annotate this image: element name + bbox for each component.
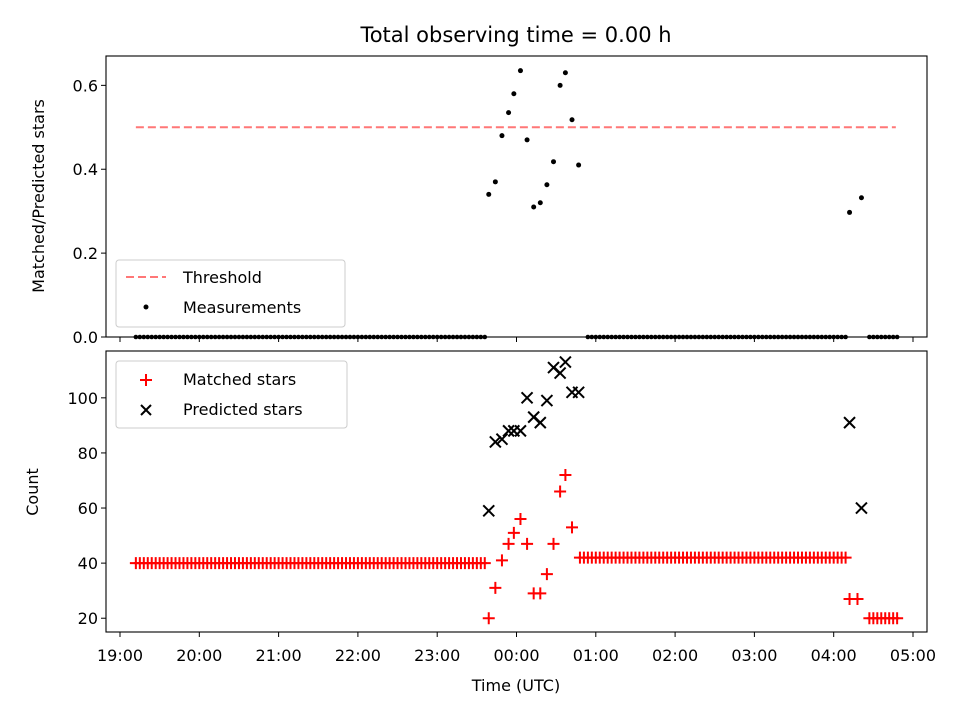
predicted-point — [482, 504, 495, 517]
matched-point — [554, 485, 567, 498]
top-y-tick-label: 0.6 — [73, 76, 98, 95]
predicted-point — [520, 391, 534, 405]
x-tick-label: 03:00 — [731, 646, 777, 665]
measurement-point — [524, 137, 530, 143]
predicted-point — [495, 432, 509, 446]
bottom-y-axis: 20 40 60 80 100 — [67, 389, 106, 628]
matched-point — [534, 587, 547, 600]
measurement-point — [562, 70, 568, 76]
x-tick-label: 19:00 — [97, 646, 143, 665]
top-y-axis-label: Matched/Predicted stars — [29, 99, 48, 293]
predicted-point — [514, 424, 527, 438]
x-axis-label: Time (UTC) — [471, 676, 560, 695]
measurement-point — [531, 204, 537, 210]
matched-point — [482, 612, 495, 625]
measurement-point — [858, 195, 864, 201]
matched-point — [891, 612, 904, 625]
legend-matched-label: Matched stars — [183, 370, 296, 389]
bottom-y-tick-label: 100 — [67, 389, 98, 408]
top-legend-box — [115, 259, 346, 328]
top-y-tick-label: 0.0 — [73, 328, 98, 347]
measurement-point — [569, 117, 575, 123]
bottom-legend-box — [115, 360, 348, 429]
matched-point — [566, 521, 579, 534]
measurement-point — [576, 162, 582, 168]
x-tick-label: 23:00 — [414, 646, 460, 665]
bottom-chart-marks — [129, 355, 904, 625]
x-axis: 19:00 20:00 21:00 22:00 23:00 00:00 01:00 02:00… — [97, 337, 936, 665]
predicted-point — [855, 501, 868, 515]
bottom-y-tick-label: 40 — [78, 554, 98, 573]
legend-threshold-label: Threshold — [182, 268, 262, 287]
legend-predicted-swatch — [140, 404, 152, 416]
measurement-point — [544, 182, 550, 188]
top-y-tick-label: 0.2 — [73, 244, 98, 263]
bottom-legend: Matched stars Predicted stars — [115, 360, 348, 429]
matched-point — [514, 513, 527, 526]
matched-point — [839, 551, 852, 564]
x-tick-label: 01:00 — [573, 646, 619, 665]
measurement-point — [492, 179, 498, 185]
x-tick-label: 21:00 — [256, 646, 302, 665]
x-tick-label: 04:00 — [811, 646, 857, 665]
x-tick-label: 02:00 — [652, 646, 698, 665]
top-legend: Threshold Measurements — [115, 259, 346, 328]
predicted-point — [540, 394, 554, 407]
bottom-y-tick-label: 20 — [78, 609, 98, 628]
predicted-point — [843, 416, 856, 429]
matched-point — [851, 592, 864, 605]
legend-matched-swatch — [140, 374, 152, 386]
matched-point — [507, 526, 520, 539]
x-tick-label: 22:00 — [335, 646, 381, 665]
predicted-point — [559, 355, 572, 369]
measurement-point — [557, 82, 563, 88]
matched-point — [489, 581, 502, 594]
measurement-point — [506, 110, 512, 116]
bottom-y-axis-label: Count — [23, 468, 42, 516]
predicted-point — [534, 416, 547, 429]
matched-point — [478, 557, 491, 570]
matched-point — [495, 554, 508, 567]
predicted-point — [553, 366, 567, 380]
legend-measurements-label: Measurements — [183, 298, 301, 317]
measurement-point — [551, 159, 557, 165]
measurement-point — [511, 91, 517, 97]
legend-predicted-label: Predicted stars — [183, 400, 303, 419]
matched-point — [521, 537, 534, 550]
top-y-tick-label: 0.4 — [73, 160, 98, 179]
matched-point — [547, 537, 560, 550]
predicted-point — [489, 435, 502, 449]
x-tick-label: 20:00 — [176, 646, 222, 665]
matched-point — [502, 537, 515, 550]
top-chart-title: Total observing time = 0.00 h — [359, 23, 671, 47]
measurement-point — [517, 68, 523, 74]
matched-point — [559, 468, 572, 481]
measurement-point — [537, 200, 543, 206]
predicted-point — [572, 386, 585, 399]
legend-measurements-swatch — [143, 304, 149, 310]
x-tick-label: 05:00 — [890, 646, 936, 665]
measurement-point — [847, 209, 853, 215]
x-tick-label: 00:00 — [493, 646, 539, 665]
measurement-point — [486, 191, 492, 197]
matched-point — [540, 568, 553, 581]
top-y-axis: 0.0 0.2 0.4 0.6 — [73, 76, 106, 347]
bottom-y-tick-label: 60 — [78, 499, 98, 518]
predicted-point — [502, 424, 515, 438]
bottom-y-tick-label: 80 — [78, 444, 98, 463]
measurement-point — [499, 133, 505, 139]
